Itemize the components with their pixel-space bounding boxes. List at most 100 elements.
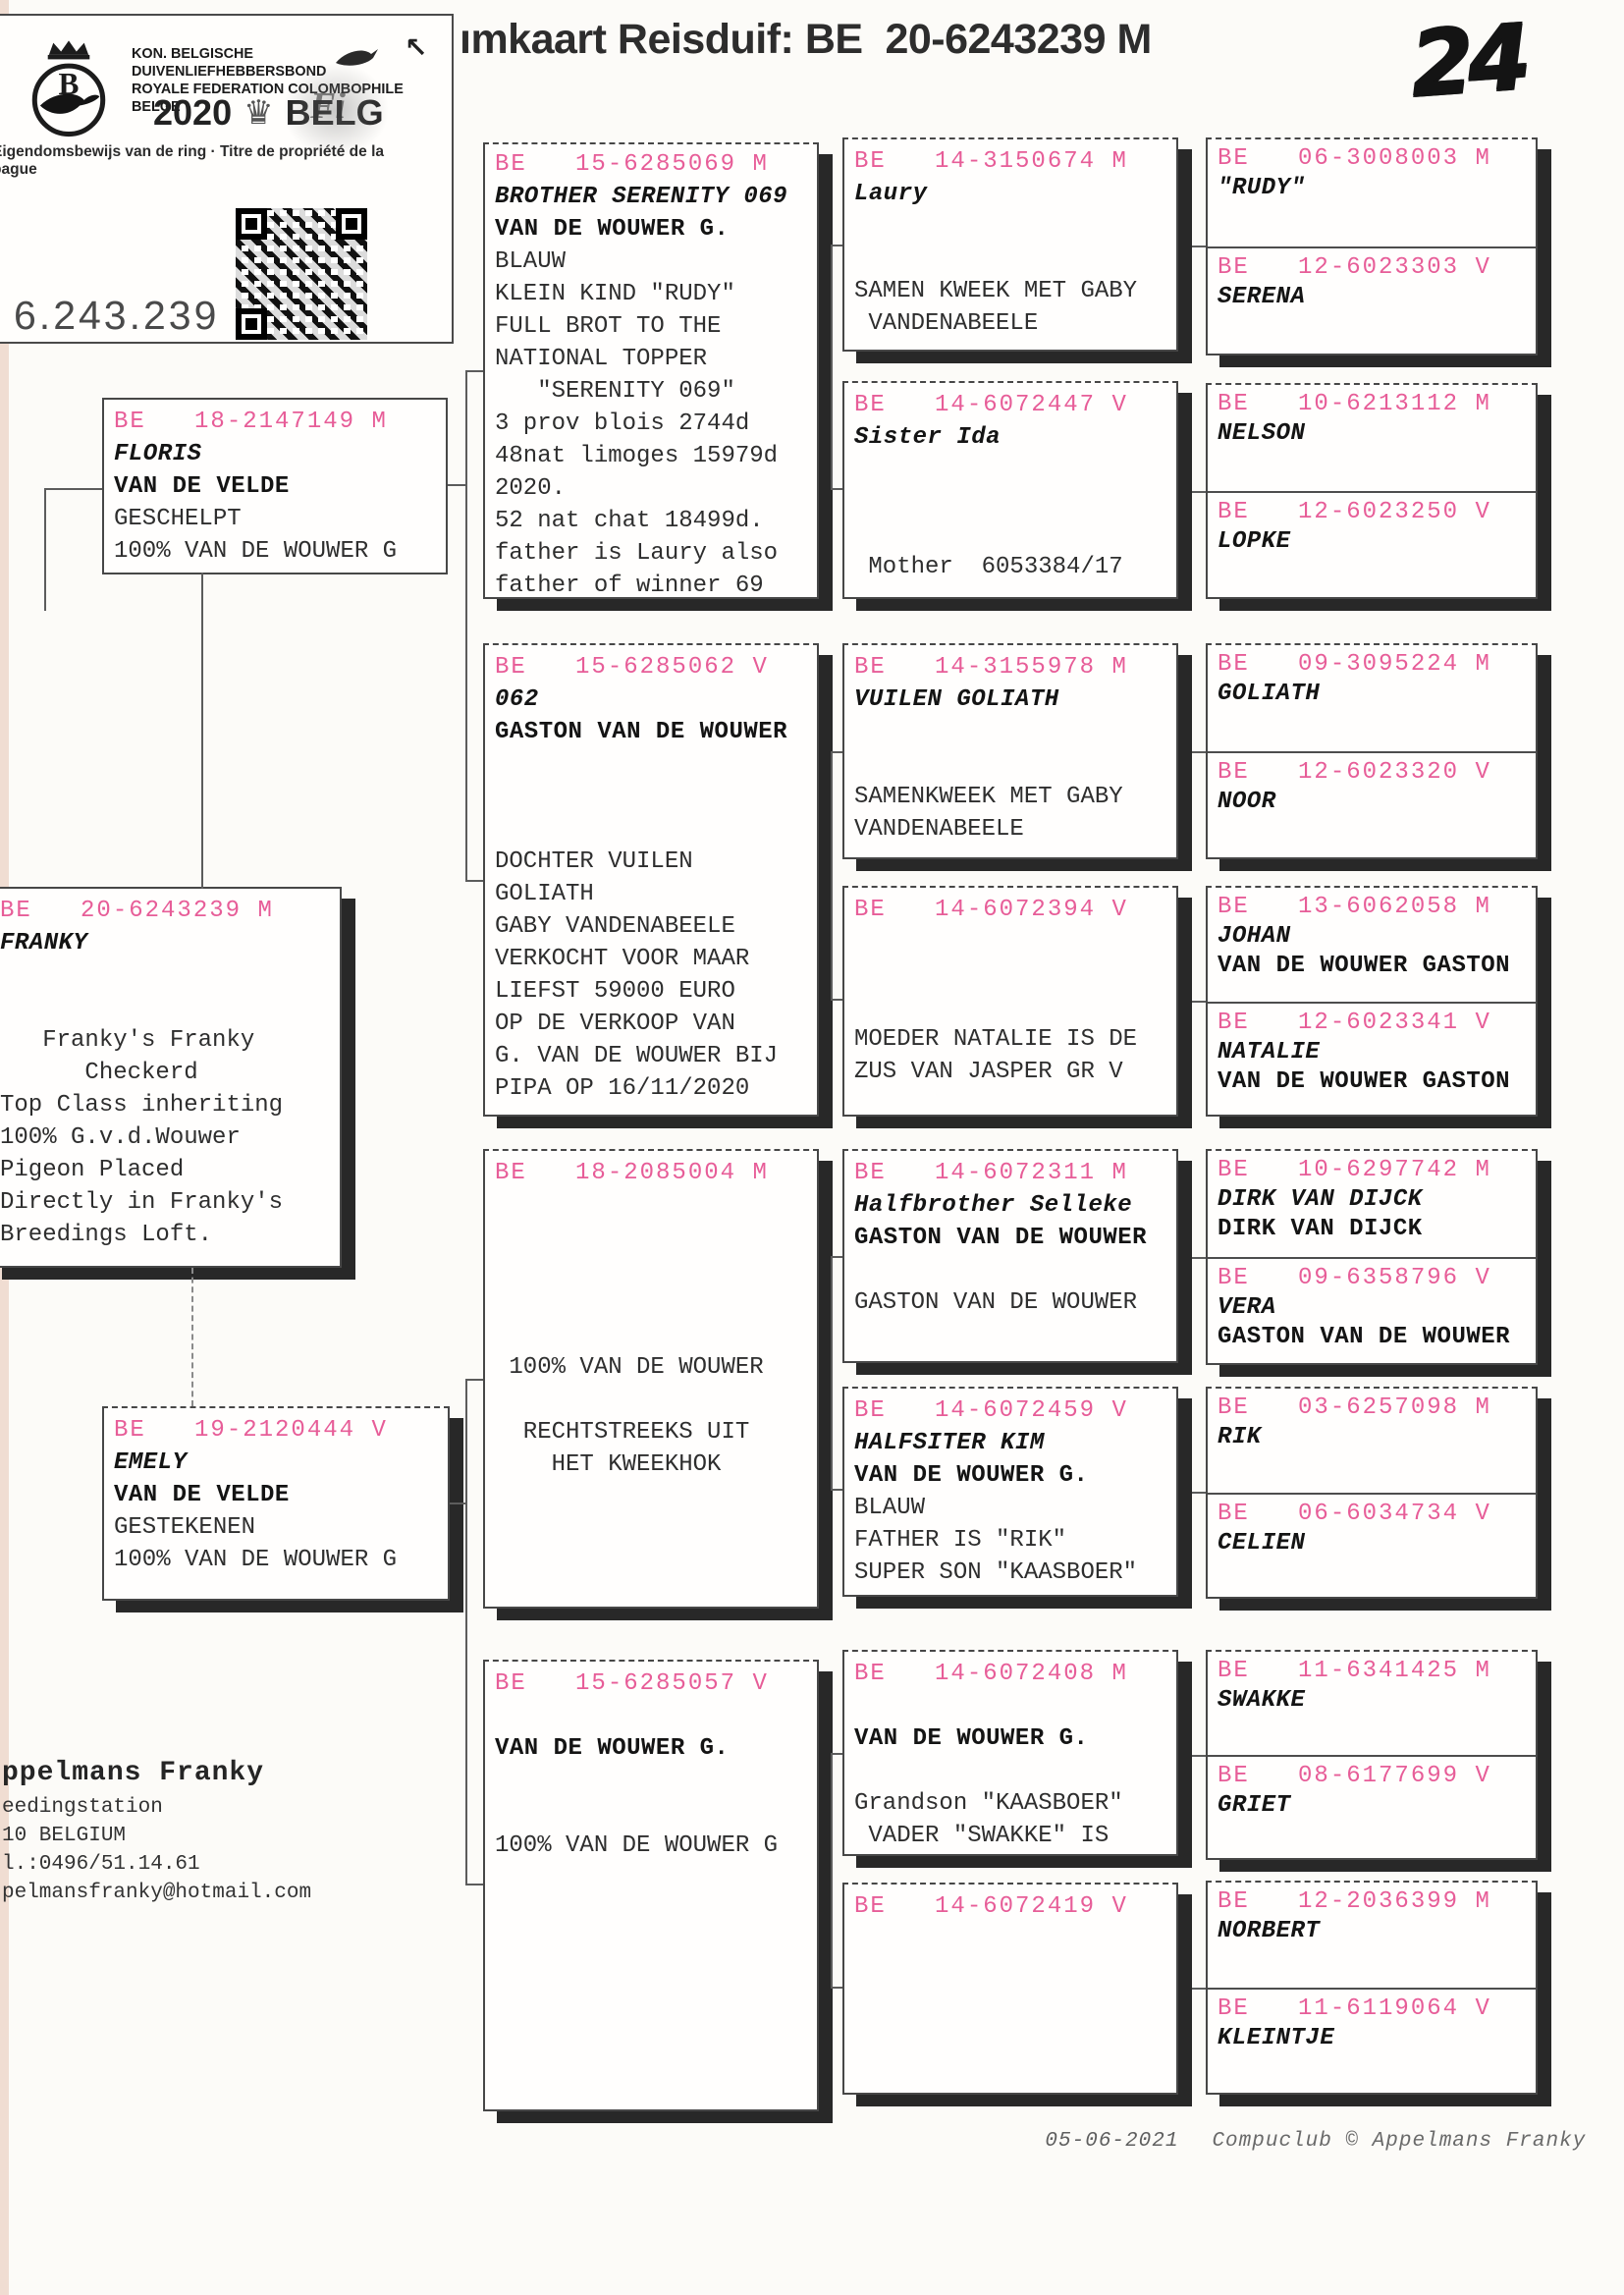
- ring-number: BE 10-6297742 M: [1218, 1157, 1491, 1183]
- federation-emblem-icon: B: [12, 37, 126, 152]
- connector-line: [201, 573, 203, 889]
- ring-serial-number: 6.243.239: [14, 293, 220, 338]
- pigeon-name: "RUDY": [1218, 175, 1306, 201]
- federation-stamp-icon: Fi: [283, 63, 389, 157]
- pigeon-loft: GASTON VAN DE WOUWER: [1218, 1324, 1511, 1350]
- pigeon-loft: GASTON VAN DE WOUWER: [854, 1225, 1148, 1251]
- connector-line: [44, 488, 46, 611]
- ring-number: BE 13-6062058 M: [1218, 894, 1491, 920]
- pedigree-box-gen3-3: BE 14-3155978 M VUILEN GOLIATH SAMENKWEE…: [842, 643, 1178, 859]
- pigeon-notes: GASTON VAN DE WOUWER: [854, 1289, 1138, 1316]
- pedigree-pair-2: BE 10-6213112 M NELSON BE 12-6023250 V L…: [1206, 383, 1538, 599]
- pedigree-box-gen2-3: BE 18-2085004 M 100% VAN DE WOUWER RECHT…: [483, 1149, 819, 1609]
- pigeon-name: NORBERT: [1218, 1918, 1321, 1944]
- ring-year-row: 2020 ♛ BELG: [153, 92, 384, 134]
- ring-number: BE 06-3008003 M: [1218, 145, 1491, 172]
- connector-line: [831, 488, 842, 490]
- ring-number: BE 18-2147149 M: [114, 409, 388, 435]
- pigeon-loft: VAN DE WOUWER G.: [495, 216, 730, 243]
- connector-line: [831, 1987, 842, 1989]
- ring-number: BE 12-6023341 V: [1218, 1009, 1491, 1036]
- federation-name-nl: KON. BELGISCHE DUIVENLIEFHEBBERSBOND: [132, 45, 327, 80]
- pigeon-loft: VAN DE WOUWER G.: [854, 1725, 1089, 1752]
- connector-line: [1192, 1988, 1206, 1990]
- pigeon-notes: BLAUW FATHER IS "RIK" SUPER SON "KAASBOE…: [854, 1495, 1138, 1586]
- connector-line: [465, 1379, 467, 1885]
- pigeon-name: SWAKKE: [1218, 1687, 1306, 1714]
- pigeon-name: CELIEN: [1218, 1530, 1306, 1557]
- pedigree-box-gen4-dam: BE 11-6119064 V KLEINTJE: [1208, 1988, 1536, 2093]
- ring-number: BE 08-6177699 V: [1218, 1763, 1491, 1789]
- pigeon-name: Sister Ida: [854, 424, 1001, 451]
- pigeon-notes: MOEDER NATALIE IS DE ZUS VAN JASPER GR V: [854, 1026, 1138, 1085]
- ring-number: BE 15-6285057 V: [495, 1670, 769, 1697]
- pedigree-pair-4: BE 13-6062058 M JOHAN VAN DE WOUWER GAST…: [1206, 886, 1538, 1117]
- connector-line: [465, 370, 483, 372]
- ring-number: BE 14-6072459 V: [854, 1397, 1128, 1424]
- pigeon-notes: GESCHELPT 100% VAN DE WOUWER G: [114, 506, 398, 565]
- pigeon-name: FRANKY: [0, 930, 88, 956]
- document-title: ımkaart Reisduif: BE 20-6243239 M: [460, 16, 1152, 63]
- breeder-address-block: ppelmans Franky eedingstation 10 BELGIUM…: [2, 1754, 311, 1907]
- pigeon-loft: VAN DE VELDE: [114, 473, 290, 500]
- pigeon-notes: SAMENKWEEK MET GABY VANDENABEELE: [854, 784, 1123, 843]
- connector-line: [1192, 246, 1206, 247]
- pedigree-box-mother-emely: BE 19-2120444 V EMELY VAN DE VELDE GESTE…: [102, 1406, 450, 1601]
- connector-line: [465, 1379, 483, 1381]
- footer-date: 05-06-2021: [1045, 2130, 1179, 2153]
- connector-line: [44, 488, 102, 490]
- ring-number: BE 11-6119064 V: [1218, 1995, 1491, 2022]
- ring-number: BE 14-6072419 V: [854, 1893, 1128, 1920]
- footer-line: 05-06-2021 Compuclub © Appelmans Franky: [992, 2107, 1586, 2175]
- ring-number: BE 12-2036399 M: [1218, 1888, 1491, 1915]
- pigeon-name: LOPKE: [1218, 528, 1291, 555]
- pedigree-box-gen4-sire: BE 10-6297742 M DIRK VAN DIJCK DIRK VAN …: [1208, 1151, 1536, 1257]
- pigeon-name: FLORIS: [114, 441, 202, 467]
- qr-finder-icon: [336, 208, 367, 240]
- pedigree-pair-8: BE 12-2036399 M NORBERT BE 11-6119064 V …: [1206, 1881, 1538, 2095]
- connector-line: [465, 1884, 483, 1885]
- pigeon-name: VUILEN GOLIATH: [854, 686, 1059, 713]
- pigeon-notes: 100% VAN DE WOUWER RECHTSTREEKS UIT HET …: [509, 1354, 764, 1478]
- ownership-title-line: Eigendomsbewijs van de ring · Titre de p…: [0, 143, 385, 178]
- pigeon-notes: DOCHTER VUILEN GOLIATH GABY VANDENABEELE…: [495, 848, 779, 1102]
- pigeon-name: [495, 1700, 807, 1732]
- pigeon-name: GRIET: [1218, 1792, 1291, 1819]
- ring-number: BE 14-6072311 M: [854, 1160, 1128, 1186]
- crown-icon: ♛: [244, 94, 274, 132]
- pigeon-loft: VAN DE WOUWER GASTON: [1218, 1067, 1511, 1095]
- pigeon-name: RIK: [1218, 1424, 1262, 1450]
- connector-line: [465, 880, 483, 882]
- pedigree-box-gen3-2: BE 14-6072447 V Sister Ida Mother 605338…: [842, 381, 1178, 599]
- pedigree-box-gen4-dam: BE 12-6023341 V NATALIE VAN DE WOUWER GA…: [1208, 1001, 1536, 1116]
- ring-number: BE 12-6023320 V: [1218, 759, 1491, 786]
- connector-line: [831, 245, 833, 490]
- pedigree-box-gen4-dam: BE 12-6023303 V SERENA: [1208, 246, 1536, 354]
- pigeon-name: Laury: [854, 181, 928, 207]
- pedigree-box-gen3-1: BE 14-3150674 M Laury SAMEN KWEEK MET GA…: [842, 137, 1178, 352]
- ring-number: BE 14-6072408 M: [854, 1661, 1128, 1687]
- pedigree-pair-6: BE 03-6257098 M RIK BE 06-6034734 V CELI…: [1206, 1387, 1538, 1599]
- pigeon-name: DIRK VAN DIJCK: [1218, 1186, 1423, 1213]
- ring-number: BE 15-6285062 V: [495, 654, 769, 681]
- pedigree-pair-1: BE 06-3008003 M "RUDY" BE 12-6023303 V S…: [1206, 137, 1538, 355]
- pigeon-notes: BLAUW KLEIN KIND "RUDY" FULL BROT TO THE…: [495, 248, 779, 599]
- pigeon-name: NATALIE: [1218, 1038, 1321, 1066]
- pigeon-notes: Mother 6053384/17: [868, 554, 1123, 580]
- handwritten-number: 24: [1406, 4, 1528, 117]
- pigeon-loft: GASTON VAN DE WOUWER: [495, 719, 788, 745]
- pedigree-box-gen3-5: BE 14-6072311 M Halfbrother Selleke GAST…: [842, 1149, 1178, 1363]
- pedigree-box-subject-franky: BE 20-6243239 M FRANKY Franky's Franky C…: [0, 887, 342, 1268]
- stamp-monogram: Fi: [310, 85, 346, 127]
- connector-line: [191, 1268, 193, 1406]
- pigeon-notes: Grandson "KAASBOER" VADER "SWAKKE" IS: [854, 1790, 1123, 1849]
- pedigree-box-gen3-7: BE 14-6072408 M VAN DE WOUWER G. Grandso…: [842, 1650, 1178, 1856]
- pigeon-name: [854, 1690, 1166, 1722]
- federation-name-fr: ROYALE FEDERATION COLOMBOPHILE BELGE: [132, 81, 404, 115]
- connector-line: [831, 1256, 842, 1258]
- pigeon-name: BROTHER SERENITY 069: [495, 184, 788, 210]
- ring-number: BE 12-6023303 V: [1218, 254, 1491, 281]
- qr-finder-icon: [236, 308, 267, 340]
- connector-line: [1192, 491, 1206, 493]
